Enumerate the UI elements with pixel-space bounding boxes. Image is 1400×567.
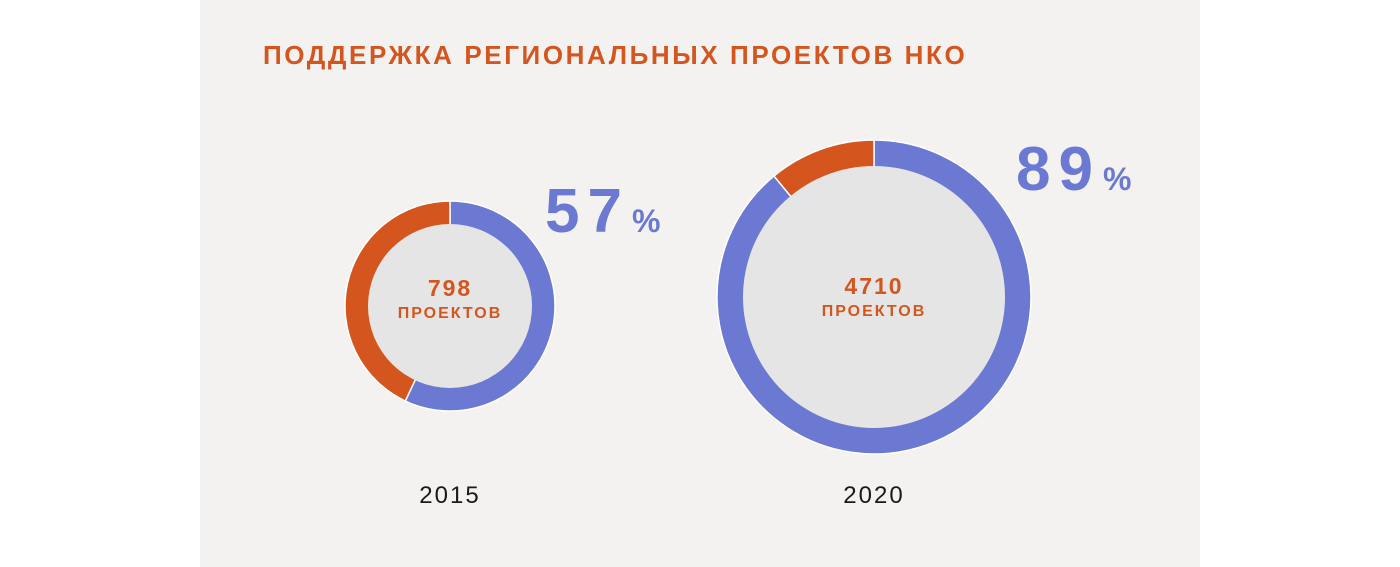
projects-count-2020: 4710 (844, 273, 903, 299)
donut-2020: 4710 ПРОЕКТОВ 2020 89% (716, 135, 1139, 509)
donut-2015: 798 ПРОЕКТОВ 2015 57% (344, 177, 668, 509)
projects-label-2020: ПРОЕКТОВ (822, 303, 927, 320)
donut-hole-2020 (743, 166, 1005, 428)
projects-count-2015: 798 (428, 275, 472, 301)
year-label-2015: 2015 (419, 482, 480, 509)
percent-sign-2020: % (1103, 161, 1139, 197)
projects-label-2015: ПРОЕКТОВ (398, 305, 503, 322)
chart-title: ПОДДЕРЖКА РЕГИОНАЛЬНЫХ ПРОЕКТОВ НКО (263, 40, 968, 70)
percent-number-2020: 89 (1016, 135, 1101, 204)
percent-value-2015: 57% (545, 177, 668, 246)
percent-sign-2015: % (632, 203, 668, 239)
year-label-2020: 2020 (843, 482, 904, 509)
percent-number-2015: 57 (545, 177, 630, 246)
percent-value-2020: 89% (1016, 135, 1139, 204)
donut-hole-2015 (368, 224, 532, 388)
